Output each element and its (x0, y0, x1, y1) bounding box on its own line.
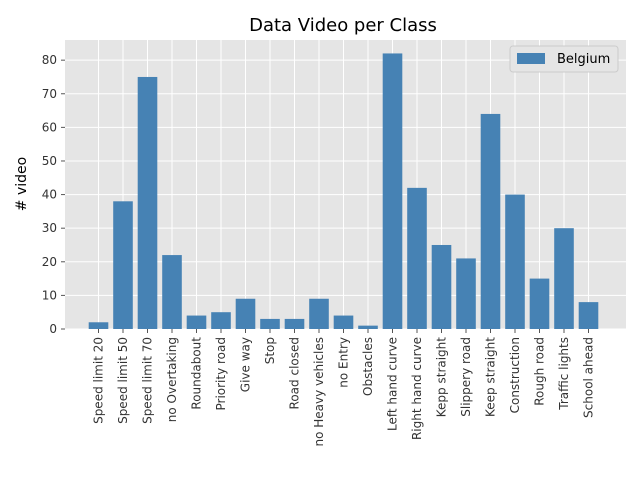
y-tick-label: 20 (42, 255, 57, 269)
bar (554, 228, 574, 329)
chart-title: Data Video per Class (249, 15, 437, 36)
bar (211, 312, 231, 329)
legend: Belgium (509, 45, 619, 73)
bar (407, 187, 427, 329)
legend-box (509, 45, 619, 73)
y-tick-label: 40 (42, 188, 57, 202)
x-tick-label: Kepp straight (435, 337, 449, 418)
legend-label: Belgium (557, 52, 610, 67)
bar (284, 318, 305, 329)
x-tick-label: Keep straight (484, 337, 498, 417)
y-tick-label: 60 (42, 120, 57, 134)
x-tick-label: Obstacles (361, 337, 375, 396)
legend-swatch (517, 53, 545, 64)
x-tick-label: Slippery road (459, 337, 473, 417)
y-tick-label: 10 (42, 288, 57, 302)
y-tick-label: 30 (42, 221, 57, 235)
x-tick-label: Construction (508, 337, 522, 413)
bar (260, 318, 280, 329)
x-tick-label: no Overtaking (165, 337, 179, 422)
x-tick-label: Speed limit 20 (92, 337, 106, 424)
bars (88, 53, 599, 329)
bar (186, 315, 207, 329)
bar (456, 258, 476, 329)
x-tick-label: no Entry (337, 337, 351, 388)
bar (529, 278, 550, 329)
x-tick-label: Speed limit 50 (116, 337, 130, 424)
bar (309, 298, 329, 329)
y-tick-label: 50 (42, 154, 57, 168)
x-tick-label: Give way (239, 337, 253, 392)
x-axis-ticks: Speed limit 20 Speed limit 50 Speed limit … (92, 329, 596, 447)
x-tick-label: Left hand curve (386, 337, 400, 431)
x-tick-label: School ahead (582, 337, 596, 418)
x-tick-label: no Heavy vehicles (312, 337, 326, 447)
bar (162, 255, 182, 329)
y-tick-label: 0 (49, 322, 57, 336)
bar (578, 302, 599, 329)
bar (113, 201, 133, 329)
bar (431, 244, 452, 329)
x-tick-label: Stop (263, 337, 277, 364)
y-tick-label: 70 (42, 87, 57, 101)
y-tick-label: 80 (42, 53, 57, 67)
x-tick-label: Rough road (533, 337, 547, 406)
y-axis-ticks: 0 10 20 30 40 50 60 70 80 (42, 53, 65, 336)
bar (480, 113, 501, 329)
bar (382, 53, 403, 329)
x-tick-label: Speed limit 70 (141, 337, 155, 424)
x-tick-label: Right hand curve (410, 337, 424, 440)
bar (358, 325, 378, 329)
bar (505, 194, 525, 329)
bar (333, 315, 354, 329)
y-axis-label: # video (14, 157, 30, 211)
x-tick-label: Road closed (288, 337, 302, 409)
x-tick-label: Roundabout (190, 337, 204, 410)
bar (137, 76, 158, 329)
bar (235, 298, 256, 329)
x-tick-label: Traffic lights (557, 337, 571, 411)
x-tick-label: Priority road (214, 337, 228, 411)
bar (88, 322, 109, 329)
